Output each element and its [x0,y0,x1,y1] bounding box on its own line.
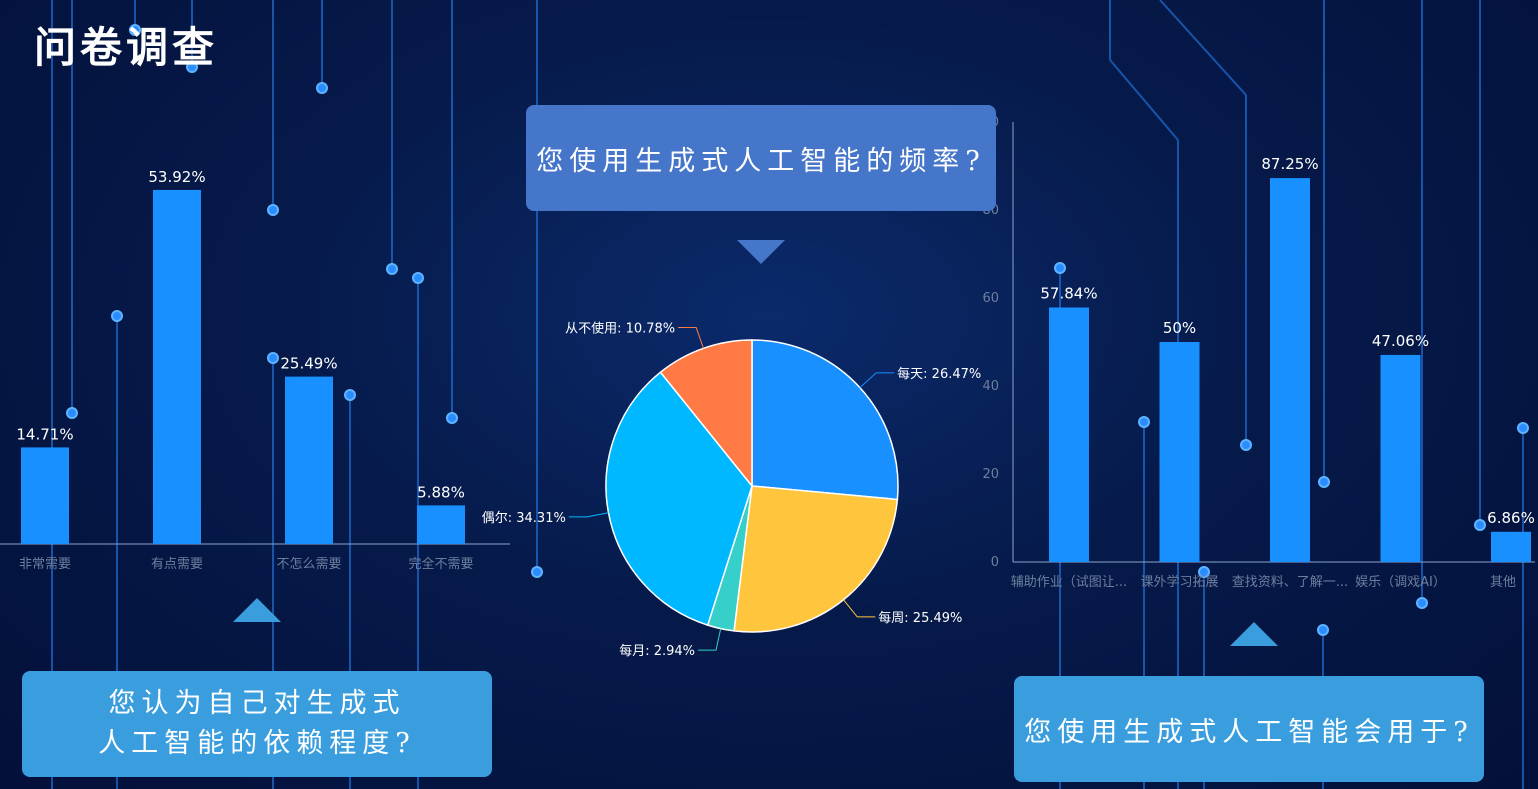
label-leader-line [678,327,704,349]
circuit-line [1159,0,1247,96]
circuit-node [412,272,424,284]
label-leader-line [843,599,876,618]
data-label: 87.25% [1261,155,1318,173]
slice-label: 每月: 2.94% [619,643,695,659]
pointer-down-arrow [737,240,785,264]
usage-question-text: 您使用生成式人工智能会用于? [1024,716,1474,748]
circuit-line [1109,59,1179,141]
data-label: 57.84% [1040,285,1097,303]
circuit-node [129,24,141,36]
usage-bar-chart: 02040608010057.84%辅助作业（试图让...50%课外学习拓展87… [975,115,1535,590]
data-label: 6.86% [1487,509,1535,527]
circuit-node [111,310,123,322]
circuit-node [1416,597,1428,609]
circuit-node [446,412,458,424]
circuit-node [1318,476,1330,488]
x-tick-label: 有点需要 [151,557,203,572]
label-leader-line [698,628,722,651]
slice-label: 每周: 25.49% [878,610,962,626]
bar [1049,307,1089,562]
circuit-node [267,204,279,216]
pie-slice [751,339,899,501]
y-tick-label: 60 [982,291,999,306]
x-tick-label: 非常需要 [19,557,71,572]
data-label: 50% [1163,319,1196,337]
bar [21,447,69,544]
pointer-up-arrow [233,598,281,622]
x-tick-label: 不怎么需要 [276,557,341,572]
data-label: 47.06% [1372,332,1429,350]
slice-label: 从不使用: 10.78% [565,321,675,337]
circuit-node [1517,422,1529,434]
bar [1380,354,1421,562]
bar [417,505,465,544]
bar [1159,342,1200,562]
x-tick-label: 辅助作业（试图让... [1011,575,1127,590]
data-label: 53.92% [148,168,205,186]
y-tick-label: 0 [991,555,999,570]
x-tick-label: 课外学习拓展 [1140,574,1218,590]
bar [153,189,201,544]
label-leader-line [859,372,895,389]
circuit-node [1317,624,1329,636]
label-leader-line [568,512,609,518]
circuit-node [386,263,398,275]
circuit-node [531,566,543,578]
circuit-node [1138,416,1150,428]
dependence-bar-chart: 14.71% 非常需要 53.92% 有点需要 25.49% 不怎么需要 5.88% 完全不需… [0,168,510,572]
circuit-node [66,407,78,419]
usage-question-box: 您使用生成式人工智能会用于? [1014,676,1484,782]
pointer-up-arrow [1230,622,1278,646]
circuit-node [267,352,279,364]
circuit-node [316,82,328,94]
y-tick-label: 20 [982,467,999,482]
bar [1270,178,1310,562]
dependence-question-line1: 您认为自己对生成式 [108,688,406,719]
circuit-node [1240,439,1252,451]
y-tick-label: 40 [982,379,999,394]
data-label: 14.71% [16,425,73,443]
x-tick-label: 查找资料、了解一... [1232,575,1348,590]
bar [285,376,333,544]
frequency-question-text: 您使用生成式人工智能的频率? [536,145,986,177]
x-tick-label: 娱乐（调戏AI） [1355,575,1446,590]
slice-label: 偶尔: 34.31% [482,511,566,526]
frequency-pie-chart: 每天: 26.47% 每周: 25.49% 每月: 2.94% 偶尔: 34.31% 从… [482,321,981,660]
dependence-question-box: 您认为自己对生成式 人工智能的依赖程度? [22,671,492,777]
circuit-node [186,61,198,73]
circuit-node [1198,566,1210,578]
bar [1491,531,1531,562]
x-tick-label: 其他 [1490,575,1516,590]
data-label: 5.88% [417,483,465,501]
circuit-node [1474,519,1486,531]
frequency-question-box: 您使用生成式人工智能的频率? [526,105,996,211]
pie-slice [733,485,899,633]
data-label: 25.49% [280,355,337,373]
page-title: 问卷调查 [34,23,219,72]
slice-label: 每天: 26.47% [897,366,981,382]
dependence-question-line2: 人工智能的依赖程度? [98,728,416,759]
circuit-node [1054,262,1066,274]
x-tick-label: 完全不需要 [408,556,473,572]
circuit-node [344,389,356,401]
